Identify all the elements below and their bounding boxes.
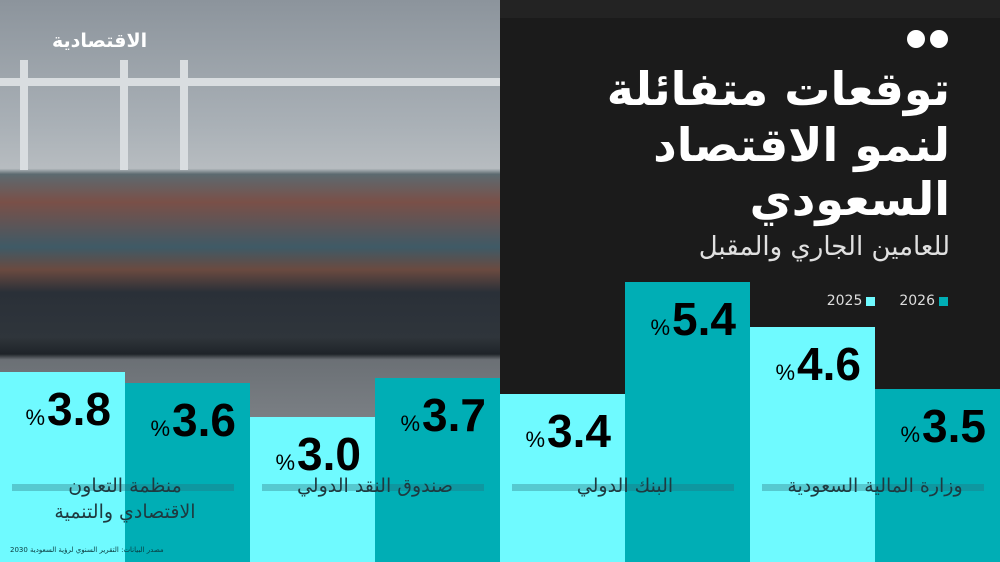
category-label: صندوق النقد الدولي (296, 475, 454, 497)
legend: 2025 2026 (827, 293, 948, 309)
bar-2025-2: % 3.0 (250, 416, 375, 562)
title-line-2: لنمو الاقتصاد (653, 118, 950, 172)
data-label: % 3.8 (25, 382, 111, 435)
bar-2025-3: % 3.4 (500, 394, 625, 562)
bar-2025-4: % 4.6 (750, 326, 875, 562)
panel-strip (500, 0, 1000, 18)
legend-swatch (939, 296, 948, 306)
legend-2025: 2025 (827, 293, 876, 309)
category-underline (512, 484, 734, 491)
category-label: البنك الدولي (576, 475, 674, 497)
dots-icon (907, 30, 948, 48)
legend-2026: 2026 (899, 293, 948, 309)
category-label: وزارة المالية السعودية (787, 475, 963, 497)
category-underline (12, 484, 234, 491)
source-note: مصدر البيانات: التقرير السنوي لرؤية السع… (10, 546, 164, 554)
bar-2026-4: % 3.5 (875, 388, 1000, 562)
category-underline (262, 484, 484, 491)
data-label: % 3.4 (525, 405, 611, 458)
category-label: منظمة التعاون الاقتصادي والتنمية (54, 475, 196, 523)
category-underline (762, 484, 984, 491)
bar-2026-2: % 3.7 (375, 377, 500, 562)
logo: الاقتصادية (52, 30, 148, 52)
data-label: % 3.6 (150, 394, 236, 447)
title-line-3: السعودي (749, 172, 950, 226)
bar-2025-1: % 3.8 (0, 371, 125, 562)
data-label: % 5.4 (650, 292, 736, 345)
data-label: % 3.5 (900, 399, 986, 452)
subtitle: للعامين الجاري والمقبل (698, 232, 950, 262)
data-label: % 4.6 (775, 337, 861, 390)
title-line-1: توقعات متفائلة (606, 62, 950, 116)
legend-swatch (866, 296, 876, 306)
bar-2026-1: % 3.6 (125, 383, 250, 562)
data-label: % 3.0 (275, 427, 361, 480)
data-label: % 3.7 (400, 388, 486, 441)
bar-2026-3: % 5.4 (625, 281, 750, 562)
